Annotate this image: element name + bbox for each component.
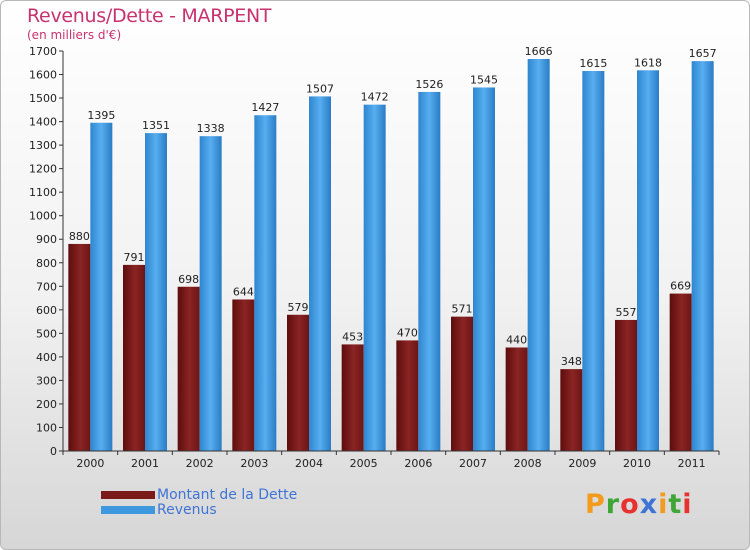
data-label-debt: 453	[342, 330, 363, 343]
data-label-revenue: 1618	[634, 56, 662, 69]
x-tick-label: 2004	[295, 457, 323, 470]
data-label-revenue: 1615	[579, 57, 607, 70]
logo-letter: x	[639, 489, 659, 520]
bar-debt	[560, 369, 583, 451]
logo-letter: P	[585, 489, 606, 520]
legend-swatch-revenue	[101, 506, 155, 514]
bar-debt	[505, 347, 528, 451]
data-label-debt: 470	[397, 326, 418, 339]
y-axis: 0 100 200 300 400 500 600 700 800 900 1000 1100 1200…	[29, 45, 64, 458]
y-tick-label: 100	[36, 421, 57, 434]
bar-debt	[341, 344, 364, 451]
data-label-revenue: 1395	[87, 109, 115, 122]
chart-subtitle: (en milliers d'€)	[27, 28, 122, 42]
bar-debt	[669, 293, 692, 451]
logo-letter: i	[658, 489, 669, 520]
data-label-debt: 348	[561, 355, 582, 368]
bar-revenue	[637, 70, 659, 451]
legend-label-debt: Montant de la Dette	[157, 487, 298, 503]
data-label-debt: 440	[506, 333, 527, 346]
x-tick-label: 2001	[131, 457, 159, 470]
x-tick-label: 2006	[404, 457, 432, 470]
logo-letter: i	[682, 489, 693, 520]
x-tick-label: 2003	[240, 457, 268, 470]
bar-debt	[287, 314, 309, 451]
bar-debt	[68, 243, 91, 451]
x-axis: 2000 2001 2002 2003 2004 2005 2006 2007 2008 2009…	[62, 450, 720, 470]
y-tick-label: 700	[36, 280, 57, 293]
proxiti-logo: Proxiti	[585, 489, 693, 520]
y-tick-label: 1600	[29, 69, 57, 82]
bar-revenue	[363, 104, 386, 451]
data-label-revenue: 1507	[306, 82, 334, 95]
legend-item-debt: Montant de la Dette	[101, 487, 297, 503]
y-tick-label: 1000	[29, 210, 57, 223]
x-tick-label: 2000	[76, 457, 104, 470]
chart-title: Revenus/Dette - MARPENT	[27, 5, 272, 27]
y-tick-label: 900	[36, 233, 57, 246]
bar-debt	[396, 340, 419, 451]
data-label-revenue: 1545	[470, 73, 498, 86]
bar-revenue	[473, 87, 495, 452]
y-tick-label: 0	[50, 445, 57, 458]
legend-label-revenue: Revenus	[157, 502, 217, 518]
data-label-debt: 571	[452, 303, 473, 316]
x-tick-label: 2007	[459, 457, 487, 470]
bar-revenue	[309, 96, 331, 451]
y-tick-label: 500	[36, 327, 57, 340]
x-tick-label: 2010	[623, 457, 651, 470]
y-tick-label: 1400	[29, 116, 57, 129]
bars-group: 880 1395 791 1351 698 1338 644 1427 579 1507 453 14…	[68, 45, 717, 452]
bar-revenue	[90, 122, 113, 451]
x-tick-label: 2005	[350, 457, 378, 470]
data-label-debt: 880	[69, 230, 90, 243]
data-label-debt: 791	[124, 251, 145, 264]
data-label-debt: 669	[670, 280, 691, 293]
legend-swatch-debt	[101, 491, 155, 499]
bar-debt	[177, 286, 200, 451]
data-label-debt: 557	[616, 306, 637, 319]
bar-revenue	[691, 61, 714, 451]
data-label-revenue: 1526	[415, 78, 443, 91]
x-tick-label: 2011	[678, 457, 706, 470]
data-label-debt: 644	[233, 285, 254, 298]
y-tick-label: 200	[36, 398, 57, 411]
data-label-revenue: 1666	[525, 45, 553, 58]
logo-letter: o	[620, 489, 640, 520]
y-tick-label: 600	[36, 304, 57, 317]
data-label-revenue: 1427	[251, 101, 279, 114]
data-label-debt: 579	[288, 301, 309, 314]
y-tick-label: 1200	[29, 163, 57, 176]
bar-revenue	[199, 136, 222, 452]
logo-letter: t	[668, 489, 683, 520]
y-tick-label: 1500	[29, 92, 57, 105]
y-tick-label: 400	[36, 351, 57, 364]
bar-debt	[451, 316, 473, 451]
bar-revenue	[582, 71, 605, 451]
data-label-revenue: 1472	[361, 91, 389, 104]
logo-letter: r	[605, 489, 621, 520]
x-tick-label: 2002	[186, 457, 214, 470]
bar-debt	[232, 299, 255, 451]
bar-revenue	[145, 133, 167, 451]
bar-revenue	[254, 115, 277, 451]
data-label-revenue: 1338	[197, 122, 225, 135]
data-label-revenue: 1351	[142, 119, 170, 132]
data-label-revenue: 1657	[689, 47, 717, 60]
x-tick-label: 2009	[568, 457, 596, 470]
data-label-debt: 698	[178, 273, 199, 286]
legend-item-revenue: Revenus	[101, 502, 217, 518]
y-tick-label: 1700	[29, 45, 57, 58]
bar-revenue	[418, 91, 441, 452]
y-tick-label: 800	[36, 257, 57, 270]
y-tick-label: 1100	[29, 186, 57, 199]
y-tick-label: 1300	[29, 139, 57, 152]
bar-debt	[123, 264, 145, 451]
bar-debt	[615, 319, 637, 451]
y-tick-label: 300	[36, 374, 57, 387]
bar-revenue	[527, 59, 550, 451]
x-tick-label: 2008	[514, 457, 542, 470]
